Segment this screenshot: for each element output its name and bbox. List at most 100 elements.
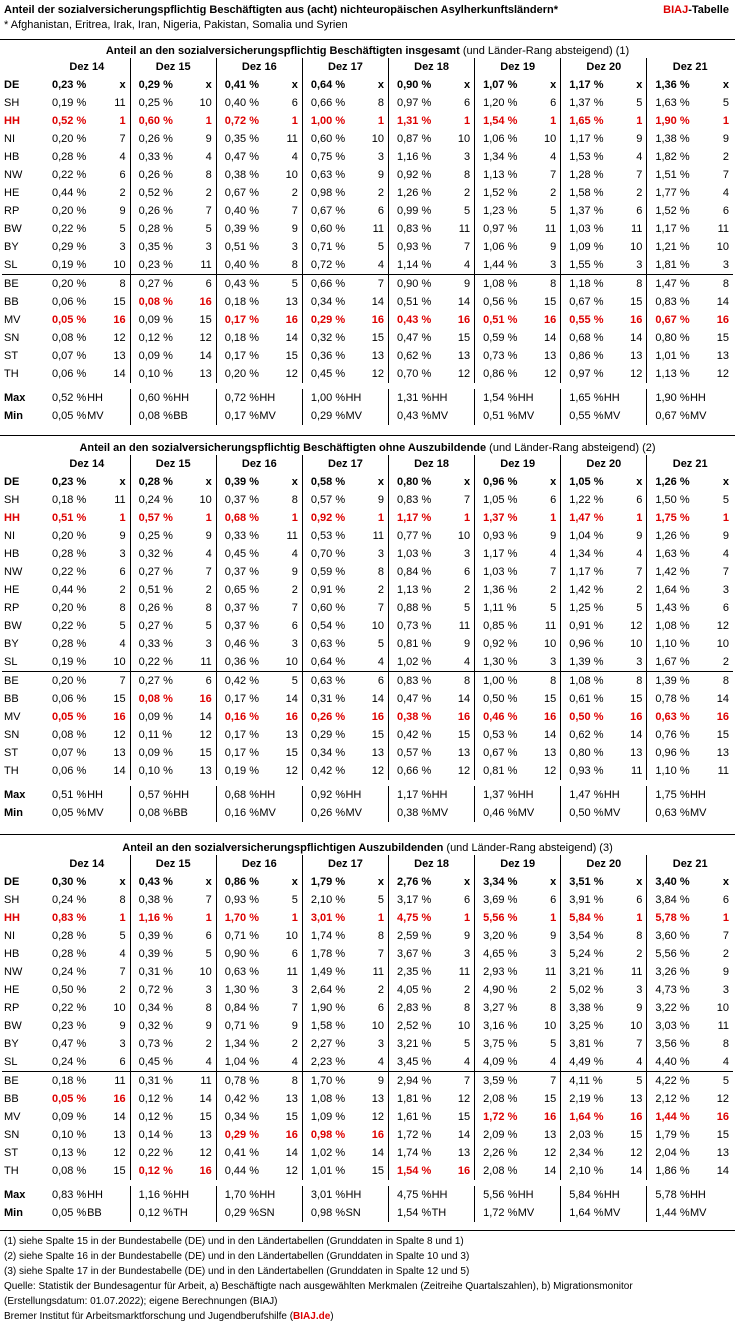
value-cell: 0,28 % xyxy=(52,930,87,942)
rank-cell: 6 xyxy=(291,948,298,960)
value-cell: 0,10 % xyxy=(52,1129,87,1141)
state-cell: MV xyxy=(87,410,104,422)
value-cell: 1,50 % xyxy=(646,491,690,509)
value-cell: 1,61 % xyxy=(387,1108,432,1126)
value-cell: 1,37 % xyxy=(474,786,518,804)
rank-cell: x xyxy=(550,79,557,91)
value-cell: 1,38 % xyxy=(646,130,690,148)
rank-cell: 4 xyxy=(119,638,126,650)
value-cell: 1,26 % xyxy=(387,184,432,202)
value-cell: 0,22 % xyxy=(129,653,174,672)
state-cell: HH xyxy=(603,392,620,404)
brand-red: BIAJ xyxy=(663,4,689,16)
table-row: BY 0,29 % 3 0,35 % 3 0,51 % 3 0,71 % 5 0,93 % 7 1,0… xyxy=(2,238,733,256)
value-cell: 4,73 % xyxy=(646,981,690,999)
rank-cell: 3 xyxy=(464,948,471,960)
rank-cell: 6 xyxy=(291,620,298,632)
value-cell: 0,81 % xyxy=(474,762,518,780)
row-label: DE xyxy=(4,876,20,888)
year-header: Dez 14 xyxy=(69,61,105,73)
rank-cell: 4 xyxy=(205,548,212,560)
value-cell: 3,56 % xyxy=(646,1035,690,1053)
rank-cell: 1 xyxy=(722,512,729,524)
rank-cell: 10 xyxy=(457,133,471,145)
value-cell: 1,44 % xyxy=(474,256,518,275)
value-cell: 0,26 % xyxy=(301,804,346,822)
value-cell: 0,71 % xyxy=(215,1017,260,1035)
value-cell: 0,36 % xyxy=(215,653,260,672)
rank-cell: 16 xyxy=(457,314,471,326)
brand-suffix: -Tabelle xyxy=(688,4,729,16)
credit-link[interactable]: BIAJ.de xyxy=(293,1311,331,1322)
value-cell: 1,06 % xyxy=(474,238,518,256)
value-cell: 0,08 % xyxy=(129,407,174,425)
rank-cell: 8 xyxy=(377,930,384,942)
value-cell: 0,76 % xyxy=(646,726,690,744)
value-cell: 0,52 % xyxy=(52,392,87,404)
table-row: SH 0,24 % 8 0,38 % 7 0,93 % 5 2,10 % 5 3,17 % 6 3,6… xyxy=(2,891,733,909)
value-cell: 0,08 % xyxy=(129,293,174,311)
row-label: Max xyxy=(4,789,26,801)
value-cell: 0,24 % xyxy=(52,1056,87,1068)
value-cell: 0,54 % xyxy=(301,617,346,635)
rank-cell: x xyxy=(550,876,557,888)
value-cell: 0,29 % xyxy=(301,726,346,744)
state-cell: MV xyxy=(603,807,621,819)
table-row: HB 0,28 % 4 0,33 % 4 0,47 % 4 0,75 % 3 1,16 % 3 1,3… xyxy=(2,148,733,166)
rank-cell: 16 xyxy=(457,1165,471,1177)
state-cell: HH xyxy=(603,789,620,801)
value-cell: 3,51 % xyxy=(560,873,604,891)
value-cell: 0,18 % xyxy=(215,293,260,311)
rank-cell: 11 xyxy=(372,223,384,235)
value-cell: 2,26 % xyxy=(474,1144,518,1162)
rank-cell: 14 xyxy=(371,693,384,705)
row-label: BE xyxy=(2,671,44,690)
value-cell: 0,53 % xyxy=(474,726,518,744)
value-cell: 0,26 % xyxy=(129,202,174,220)
rank-cell: 15 xyxy=(544,693,557,705)
value-cell: 3,26 % xyxy=(646,963,690,981)
value-cell: 3,59 % xyxy=(474,1071,518,1090)
rank-cell: 14 xyxy=(285,1147,298,1159)
value-cell: 2,76 % xyxy=(387,873,432,891)
value-cell: 1,70 % xyxy=(215,1186,260,1204)
rank-cell: 4 xyxy=(291,151,298,163)
rank-cell: 5 xyxy=(550,602,557,614)
value-cell: 5,56 % xyxy=(474,1186,518,1204)
section-title: Anteil an den sozialversicherungspflicht… xyxy=(0,44,735,58)
value-cell: 1,17 % xyxy=(387,786,432,804)
rank-cell: 13 xyxy=(371,1093,384,1105)
rank-cell: 4 xyxy=(550,151,557,163)
value-cell: 3,34 % xyxy=(474,873,518,891)
value-cell: 0,31 % xyxy=(129,1071,174,1090)
rank-cell: 1 xyxy=(205,512,212,524)
rank-cell: 6 xyxy=(119,566,126,578)
rank-cell: 2 xyxy=(550,584,557,596)
value-cell: 0,51 % xyxy=(52,512,87,524)
rank-cell: 10 xyxy=(544,1020,557,1032)
rank-cell: 8 xyxy=(119,894,126,906)
divider xyxy=(0,39,735,40)
row-label: BY xyxy=(4,1038,19,1050)
rank-cell: 5 xyxy=(636,602,643,614)
state-cell: HH xyxy=(431,1189,448,1201)
rank-cell: 13 xyxy=(716,747,729,759)
rank-cell: 16 xyxy=(285,1129,298,1141)
rank-cell: 15 xyxy=(716,729,729,741)
table-row: BE 0,18 % 11 0,31 % 11 0,78 % 8 1,70 % 9 2,94 % 7 3… xyxy=(2,1071,733,1090)
credit-text: Bremer Institut für Arbeitsmarktforschun… xyxy=(4,1311,294,1322)
section-title: Anteil an den sozialversicherungspflicht… xyxy=(0,841,735,855)
value-cell: 0,63 % xyxy=(215,963,260,981)
rank-cell: 12 xyxy=(544,1147,557,1159)
value-cell: 0,05 % xyxy=(52,1093,87,1105)
year-header: Dez 14 xyxy=(69,858,105,870)
value-cell: 0,67 % xyxy=(215,184,260,202)
rank-cell: 2 xyxy=(722,948,729,960)
value-cell: 0,26 % xyxy=(129,599,174,617)
rank-cell: 6 xyxy=(205,930,212,942)
value-cell: 0,23 % xyxy=(52,79,87,91)
value-cell: 1,08 % xyxy=(646,617,690,635)
row-label: TH xyxy=(4,368,19,380)
value-cell: 4,75 % xyxy=(387,1186,432,1204)
value-cell: 0,51 % xyxy=(474,311,518,329)
